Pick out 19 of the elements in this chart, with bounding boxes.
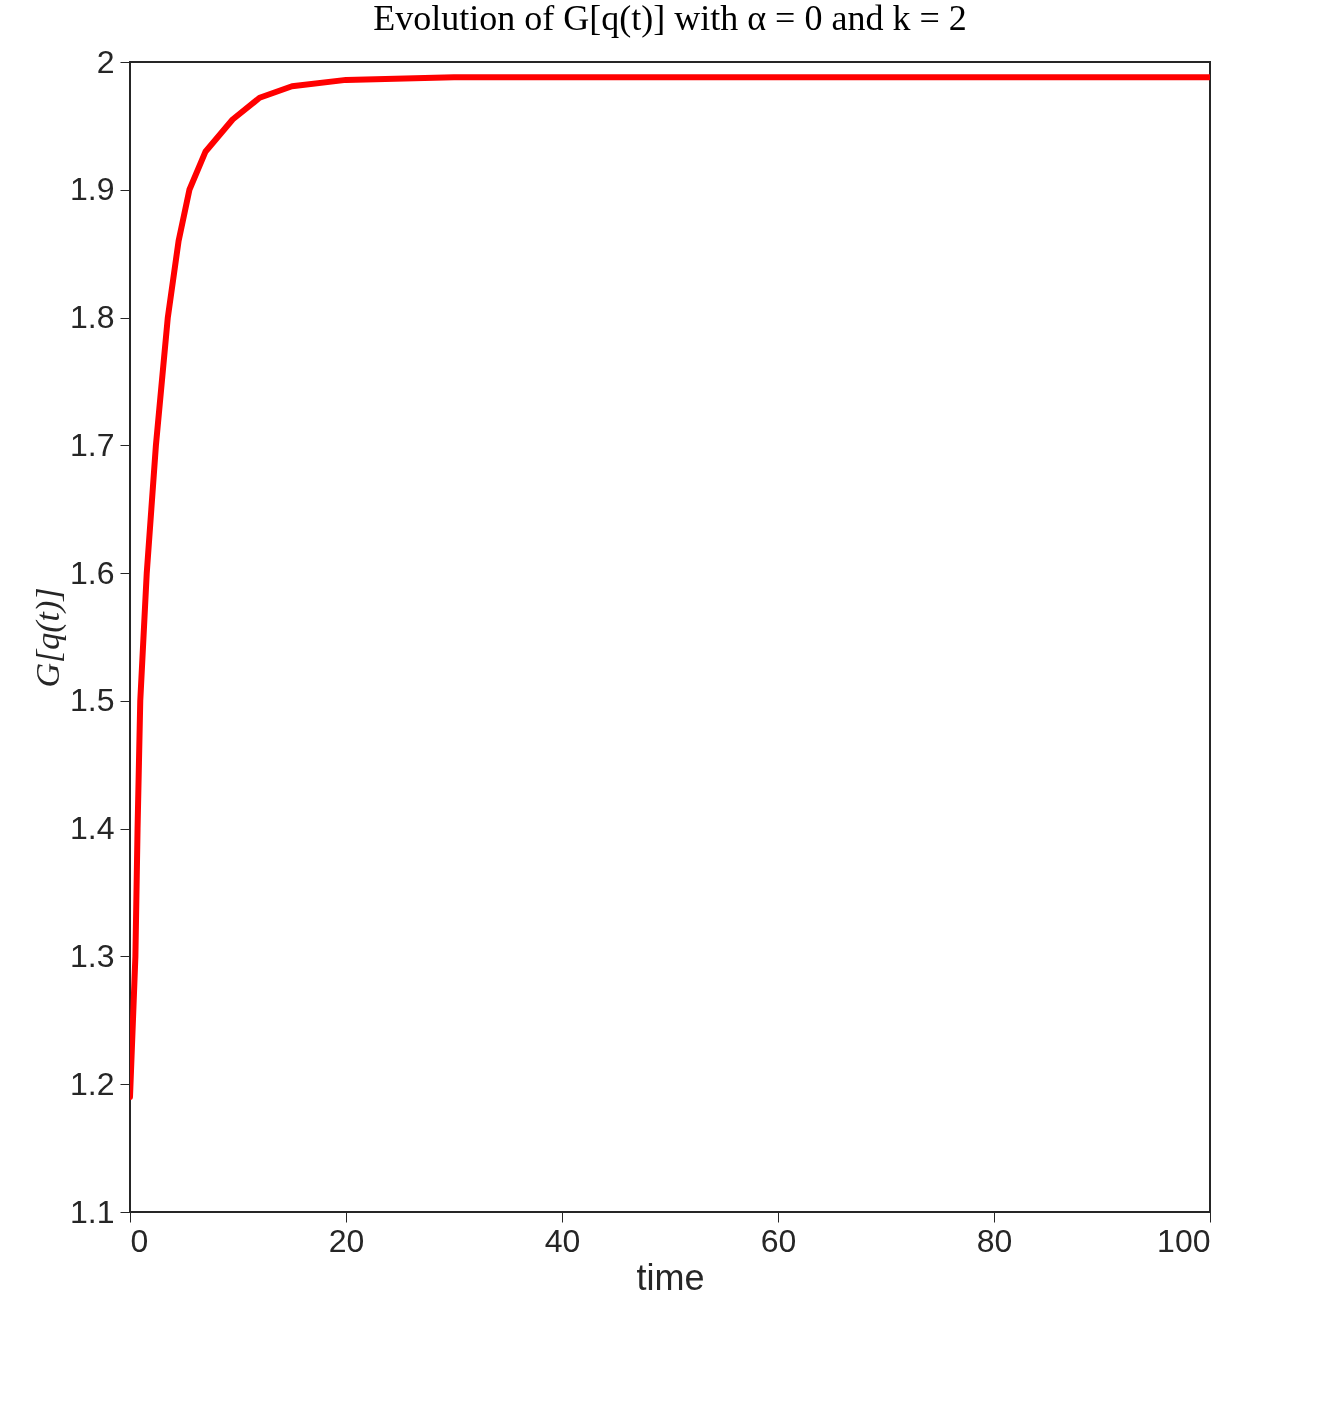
y-tick-label: 1.7 <box>70 426 115 463</box>
y-tick-label: 2 <box>96 43 115 80</box>
chart-title: Evolution of G[q(t)] with α = 0 and k = 2 <box>373 0 967 38</box>
x-tick-label: 100 <box>1157 1222 1211 1259</box>
y-tick-label: 1.2 <box>70 1065 115 1102</box>
x-axis-title: time <box>636 1256 705 1298</box>
y-tick-label: 1.8 <box>70 299 115 336</box>
y-axis-title: G[q(t)] <box>29 587 68 688</box>
x-tick-label: 80 <box>976 1222 1013 1259</box>
y-tick-label: 1.1 <box>70 1193 115 1230</box>
y-tick-label: 1.3 <box>70 937 115 974</box>
y-tick-label: 1.4 <box>70 810 115 847</box>
x-tick-label: 40 <box>544 1222 581 1259</box>
x-tick-label: 0 <box>130 1222 149 1259</box>
y-tick-label: 1.9 <box>70 171 115 208</box>
y-tick-label: 1.6 <box>70 554 115 591</box>
x-tick-label: 60 <box>760 1222 797 1259</box>
y-tick-label: 1.5 <box>70 682 115 719</box>
x-tick-label: 20 <box>328 1222 365 1259</box>
